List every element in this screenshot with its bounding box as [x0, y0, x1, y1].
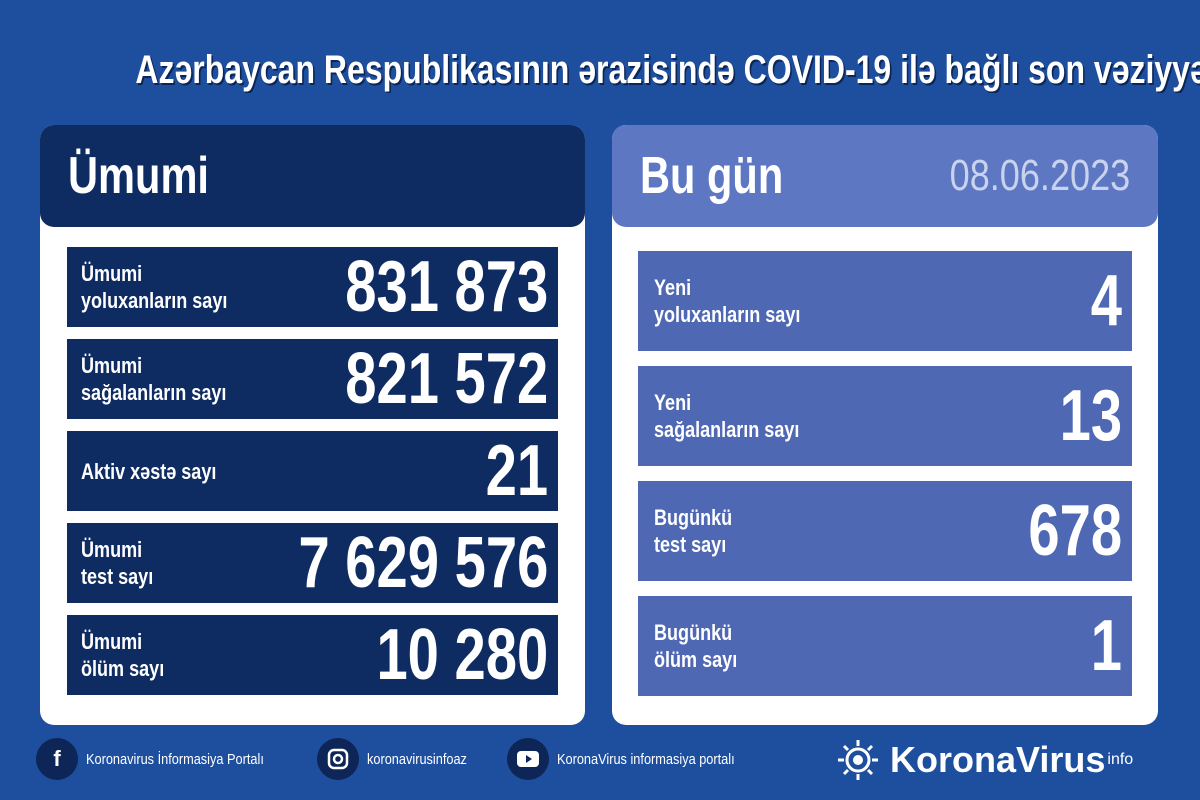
- stat-row: Ümumi ölüm sayı 10 280: [67, 615, 558, 695]
- stat-value: 13: [1059, 376, 1122, 456]
- stat-label: Aktiv xəstə sayı: [81, 458, 217, 484]
- koronavirus-logo: KoronaVirus info: [836, 738, 1133, 782]
- today-panel: Bu gün 08.06.2023 Yeni yoluxanların sayı 4…: [612, 125, 1158, 725]
- stat-value: 821 572: [344, 339, 548, 419]
- footer: f Koronavirus İnformasiya Portalı koronav…: [36, 738, 788, 780]
- stat-row: Aktiv xəstə sayı 21: [67, 431, 558, 511]
- facebook-icon: f: [36, 738, 78, 780]
- stat-label: Ümumi sağalanların sayı: [81, 353, 227, 405]
- stat-row: Ümumi yoluxanların sayı 831 873: [67, 247, 558, 327]
- youtube-link[interactable]: KoronaVirus informasiya portalı: [506, 738, 766, 780]
- total-heading: Ümumi: [68, 147, 209, 205]
- today-heading: Bu gün: [640, 147, 784, 205]
- stat-label: Yeni yoluxanların sayı: [654, 275, 801, 327]
- stat-row: Ümumi sağalanların sayı 821 572: [67, 339, 558, 419]
- instagram-icon: [317, 738, 360, 780]
- stat-value: 831 873: [344, 247, 548, 327]
- stat-value: 10 280: [376, 615, 548, 695]
- youtube-icon: [506, 738, 549, 780]
- stat-row: Yeni yoluxanların sayı 4: [638, 251, 1132, 351]
- stat-value: 7 629 576: [298, 523, 548, 603]
- stat-label: Ümumi yoluxanların sayı: [81, 261, 228, 313]
- stat-label: Ümumi test sayı: [81, 537, 154, 589]
- stat-value: 1: [1090, 606, 1122, 686]
- stat-row: Bugünkü ölüm sayı 1: [638, 596, 1132, 696]
- stat-label: Bugünkü test sayı: [654, 505, 733, 557]
- sun-virus-icon: [838, 740, 878, 780]
- stat-value: 4: [1090, 261, 1122, 341]
- total-panel: Ümumi Ümumi yoluxanların sayı 831 873 Ümu…: [40, 125, 585, 725]
- instagram-link[interactable]: koronavirusinfoaz: [317, 738, 485, 780]
- page-title: Azərbaycan Respublikasının ərazisində CO…: [135, 48, 1200, 92]
- stat-row: Ümumi test sayı 7 629 576: [67, 523, 558, 603]
- total-header: Ümumi: [40, 125, 585, 227]
- stat-label: Ümumi ölüm sayı: [81, 629, 165, 681]
- stat-row: Bugünkü test sayı 678: [638, 481, 1132, 581]
- stat-value: 21: [485, 431, 548, 511]
- today-header: Bu gün 08.06.2023: [612, 125, 1158, 227]
- stat-row: Yeni sağalanların sayı 13: [638, 366, 1132, 466]
- stat-label: Bugünkü ölüm sayı: [654, 620, 738, 672]
- stat-value: 678: [1028, 491, 1122, 571]
- facebook-link[interactable]: f Koronavirus İnformasiya Portalı: [36, 738, 295, 780]
- stat-label: Yeni sağalanların sayı: [654, 390, 800, 442]
- date: 08.06.2023: [949, 151, 1130, 200]
